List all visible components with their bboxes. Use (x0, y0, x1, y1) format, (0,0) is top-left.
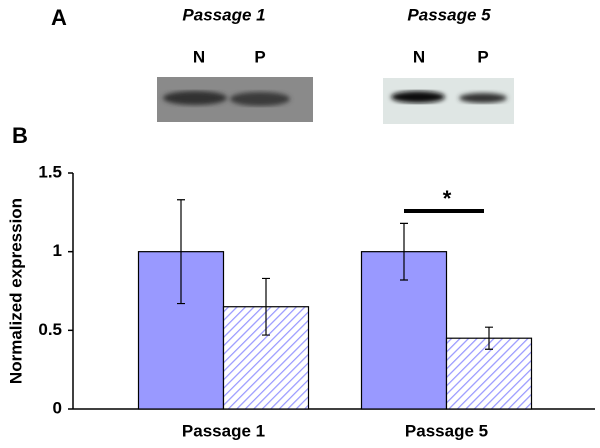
error-bar (485, 326, 493, 350)
lane-label: N (413, 47, 425, 66)
y-axis-label: Normalized expression (6, 198, 25, 384)
error-bar (262, 277, 270, 336)
error-bar (177, 199, 185, 305)
lane-label: P (477, 47, 488, 66)
blot-title: Passage 1 (182, 5, 265, 24)
x-tick-label: Passage 5 (405, 421, 488, 440)
lane-label: N (193, 47, 205, 66)
panel-label: B (12, 123, 28, 148)
blot-title: Passage 5 (407, 5, 491, 24)
panel-label: A (51, 5, 67, 30)
blot-image (157, 77, 313, 122)
error-bar (400, 222, 408, 281)
blot-image (383, 78, 514, 124)
lane-label: P (254, 47, 265, 66)
y-tick-label: 1.5 (38, 162, 62, 181)
y-tick-label: 1 (53, 241, 62, 260)
significance-star: * (443, 186, 452, 211)
y-tick-label: 0.5 (38, 320, 62, 339)
y-tick-label: 0 (53, 398, 62, 417)
x-tick-label: Passage 1 (182, 421, 265, 440)
